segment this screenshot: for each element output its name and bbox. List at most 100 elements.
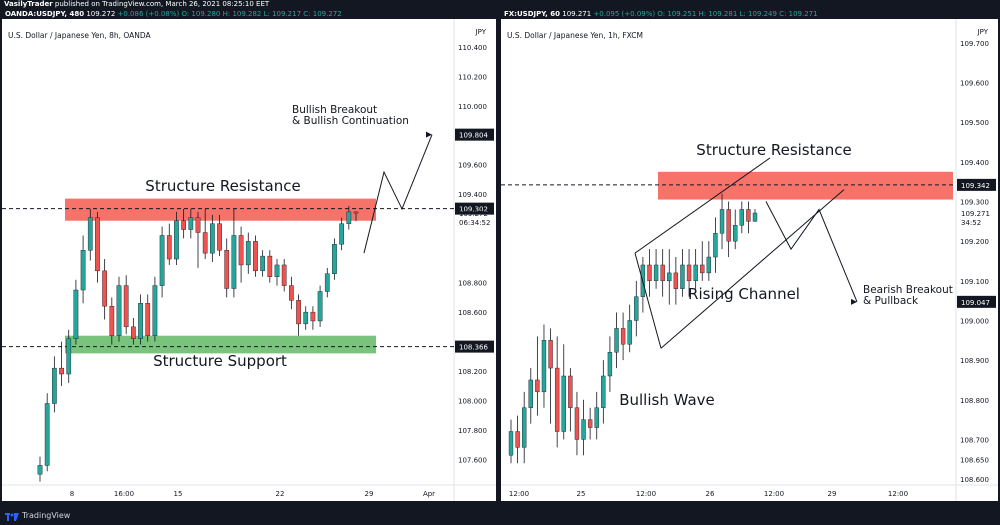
- y-tick-label: 109.400: [458, 191, 487, 199]
- candle-body: [145, 303, 151, 336]
- y-tick-label: 109.600: [960, 80, 989, 88]
- brand-name: TradingView: [22, 511, 71, 520]
- candle-body: [353, 211, 359, 214]
- y-tick-label: 108.600: [960, 476, 989, 484]
- countdown-text: 06:34:52: [459, 219, 490, 227]
- y-tick-label: 109.400: [960, 159, 989, 167]
- candle-body: [719, 209, 725, 234]
- y-tick-label: 108.200: [458, 368, 487, 376]
- candle-body: [202, 232, 208, 254]
- zone-secondary: [65, 335, 376, 354]
- y-tick-label: 108.800: [458, 280, 487, 288]
- candle-body: [700, 264, 705, 274]
- candle-body: [346, 211, 352, 224]
- countdown-text: 34:52: [961, 219, 981, 227]
- candle-body: [260, 255, 265, 272]
- chart-left-svg[interactable]: U.S. Dollar / Japanese Yen, 8h, OANDA JPY…: [2, 19, 496, 501]
- y-tick-label: 109.500: [960, 119, 989, 127]
- candle-body: [52, 367, 57, 404]
- annotation-label: Rising Channel: [688, 285, 800, 303]
- y-tick-label: 110.000: [458, 103, 487, 111]
- candle-body: [568, 375, 573, 408]
- x-tick-label: 29: [828, 490, 837, 498]
- y-tick-label: 110.400: [458, 44, 487, 52]
- candle-body: [706, 256, 712, 274]
- price-label-box: [957, 178, 996, 191]
- candle-body: [281, 264, 287, 286]
- channel-left-edge: [634, 252, 662, 349]
- candle-body: [109, 306, 115, 336]
- candle-body: [95, 217, 100, 272]
- candle-body: [673, 272, 679, 289]
- candle-body: [332, 244, 337, 274]
- candle-body: [217, 223, 222, 251]
- projection-line: [765, 201, 858, 303]
- candle-body: [195, 217, 201, 233]
- y-tick-label: 108.600: [458, 309, 487, 317]
- price-label-box: [455, 202, 494, 215]
- candle-body: [746, 209, 751, 222]
- candle-body: [620, 328, 626, 345]
- price-label-text: 109.047: [961, 299, 990, 307]
- candle-body: [693, 264, 698, 282]
- candle-body: [159, 235, 165, 286]
- y-tick-label: 108.650: [960, 456, 989, 464]
- candle-body: [238, 235, 244, 266]
- channel-lower-line: [660, 189, 845, 349]
- candle-body: [138, 303, 143, 339]
- candle-body: [87, 217, 93, 251]
- projection-arrowhead: [426, 131, 432, 138]
- candle-body: [733, 225, 738, 242]
- candle-body: [188, 217, 194, 230]
- symbol-right[interactable]: FX:USDJPY, 60: [504, 10, 560, 18]
- projection-line: [363, 134, 433, 254]
- axis-unit-label: JPY: [475, 28, 487, 36]
- channel-upper-line: [634, 157, 771, 254]
- zone-primary: [65, 198, 376, 221]
- axis-unit-label: JPY: [977, 28, 989, 36]
- candle-body: [587, 419, 593, 428]
- author-name[interactable]: VasilyTrader: [4, 0, 53, 8]
- candle-body: [601, 375, 606, 408]
- price-label-box: [957, 295, 996, 308]
- annotation-label: Structure Resistance: [696, 141, 851, 159]
- projection-arrowhead: [851, 298, 857, 305]
- candle-body: [660, 264, 665, 282]
- candle-body: [174, 220, 179, 260]
- annotation-label: & Bullish Continuation: [292, 115, 409, 127]
- candle-body: [210, 223, 215, 254]
- candle-body: [131, 326, 136, 339]
- candle-body: [66, 338, 72, 375]
- candle-body: [224, 250, 230, 289]
- tradingview-logo-icon[interactable]: [5, 511, 19, 521]
- candle-body: [339, 223, 344, 245]
- candle-body: [634, 296, 639, 321]
- candle-body: [253, 241, 258, 272]
- annotation-label: Bearish Breakout: [863, 284, 953, 296]
- y-tick-label: 108.700: [960, 436, 989, 444]
- candle-body: [554, 367, 560, 432]
- chart-title: U.S. Dollar / Japanese Yen, 8h, OANDA: [8, 31, 152, 40]
- x-tick-label: 15: [174, 490, 183, 498]
- chart-right-svg[interactable]: U.S. Dollar / Japanese Yen, 1h, FXCM JPY 1…: [501, 19, 998, 501]
- candle-body: [647, 264, 652, 282]
- ohlc-right: O: 109.251 H: 109.281 L: 109.249 C: 109.…: [657, 10, 818, 18]
- y-tick-label: 109.600: [458, 162, 487, 170]
- publish-info: published on TradingView.com, March 26, …: [54, 0, 270, 8]
- symbol-left[interactable]: OANDA:USDJPY, 480: [5, 10, 85, 18]
- x-tick-label: 25: [577, 490, 586, 498]
- candle-body: [166, 235, 172, 260]
- candle-body: [152, 285, 158, 336]
- candle-body: [296, 300, 301, 325]
- publish-line: VasilyTrader published on TradingView.co…: [0, 0, 1000, 9]
- candle-body: [581, 419, 586, 440]
- price-right: 109.271: [562, 10, 592, 18]
- candle-body: [508, 431, 514, 456]
- candle-body: [515, 431, 520, 448]
- candle-body: [627, 320, 632, 345]
- candle-body: [614, 328, 619, 353]
- price-label-box: [455, 340, 494, 353]
- candle-body: [541, 340, 547, 393]
- x-tick-label: 8: [70, 490, 74, 498]
- candle-body: [317, 291, 323, 322]
